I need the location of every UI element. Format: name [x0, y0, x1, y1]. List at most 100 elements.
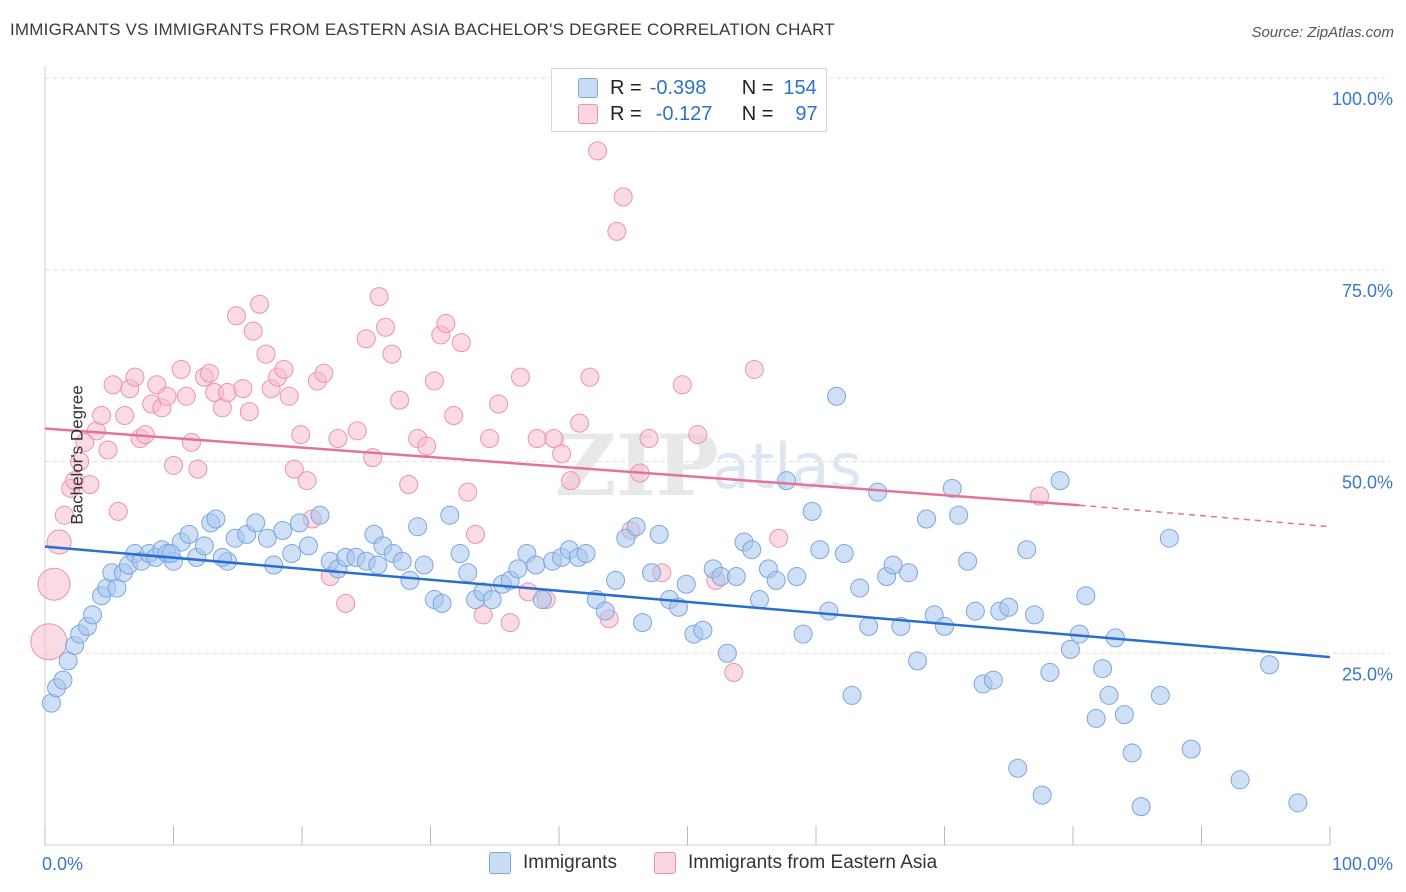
point-immigrants: [576, 544, 596, 564]
point-immigrants: [1086, 708, 1106, 728]
point-immigrants: [482, 590, 502, 610]
point-immigrants: [676, 574, 696, 594]
point-immigrants: [1230, 770, 1250, 790]
legend-row-eastern-asia: R = -0.127 N = 97: [578, 102, 818, 126]
point-eastern-asia: [473, 605, 493, 625]
point-immigrants: [298, 536, 318, 556]
point-eastern-asia: [451, 333, 471, 353]
point-immigrants: [432, 593, 452, 613]
point-immigrants: [450, 544, 470, 564]
point-immigrants: [246, 513, 266, 533]
point-immigrants: [1288, 793, 1308, 813]
x-tick-label: 100.0%: [1332, 854, 1393, 874]
point-eastern-asia: [724, 662, 744, 682]
point-immigrants: [532, 590, 552, 610]
point-eastern-asia: [291, 425, 311, 445]
point-eastern-asia: [239, 402, 259, 422]
point-eastern-asia: [80, 475, 100, 495]
point-immigrants: [942, 478, 962, 498]
point-immigrants: [1181, 739, 1201, 759]
point-immigrants: [282, 544, 302, 564]
point-immigrants: [368, 555, 388, 575]
point-eastern-asia: [171, 359, 191, 379]
point-immigrants: [289, 513, 309, 533]
blue-series-points: [41, 386, 1308, 817]
point-immigrants: [935, 616, 954, 636]
watermark-atlas: atlas: [712, 430, 862, 503]
point-immigrants: [787, 567, 807, 587]
point-immigrants: [595, 601, 615, 621]
point-eastern-asia: [580, 367, 600, 387]
y-axis-label: Bachelor's Degree: [67, 385, 87, 525]
point-eastern-asia: [489, 394, 509, 414]
point-eastern-asia: [70, 452, 90, 471]
trendline-immigrants: [44, 545, 1331, 659]
point-immigrants: [179, 524, 199, 544]
point-eastern-asia: [115, 405, 135, 425]
point-immigrants: [408, 517, 428, 537]
legend-r-label: R =: [610, 76, 642, 99]
point-immigrants: [802, 501, 822, 521]
point-immigrants: [257, 528, 277, 548]
point-eastern-asia: [347, 421, 367, 441]
point-immigrants: [1008, 758, 1028, 778]
point-immigrants: [717, 643, 737, 663]
legend-item-immigrants[interactable]: Immigrants: [489, 852, 617, 874]
point-immigrants: [273, 521, 293, 541]
point-eastern-asia: [92, 405, 112, 425]
point-eastern-asia: [314, 363, 334, 383]
legend-n-label: N =: [741, 102, 774, 125]
point-eastern-asia: [458, 482, 478, 502]
point-immigrants: [1040, 662, 1060, 682]
point-immigrants: [899, 563, 919, 583]
point-eastern-asia: [256, 344, 276, 364]
point-immigrants: [883, 555, 903, 575]
point-immigrants: [440, 505, 460, 525]
trendline-eastern-asia-extension: [1079, 504, 1331, 528]
point-immigrants: [1099, 685, 1119, 705]
point-eastern-asia: [613, 187, 633, 207]
point-immigrants: [1114, 705, 1134, 725]
point-immigrants: [1017, 540, 1037, 560]
source-credit: Source: ZipAtlas.com: [1251, 24, 1394, 41]
point-eastern-asia: [639, 428, 659, 448]
point-eastern-asia: [199, 363, 219, 383]
point-immigrants: [1131, 797, 1151, 817]
x-tick-label: 0.0%: [42, 854, 83, 874]
point-immigrants: [83, 605, 103, 625]
point-eastern-asia: [284, 459, 304, 479]
point-immigrants: [834, 544, 854, 564]
point-eastern-asia: [37, 567, 71, 601]
point-eastern-asia: [376, 317, 396, 337]
point-eastern-asia: [672, 375, 692, 395]
legend-r-value: -0.127: [655, 102, 713, 125]
point-immigrants: [999, 597, 1019, 617]
y-tick-label: 25.0%: [1342, 664, 1393, 684]
point-immigrants: [917, 509, 937, 529]
point-immigrants: [310, 505, 330, 525]
point-immigrants: [633, 613, 653, 633]
legend-item-eastern-asia[interactable]: Immigrants from Eastern Asia: [654, 852, 937, 874]
point-immigrants: [626, 517, 646, 537]
point-eastern-asia: [356, 329, 376, 349]
y-tick-label: 100.0%: [1332, 89, 1393, 109]
point-eastern-asia: [561, 471, 581, 491]
point-immigrants: [458, 563, 478, 583]
point-eastern-asia: [188, 459, 208, 479]
point-immigrants: [908, 651, 928, 671]
point-eastern-asia: [181, 432, 201, 452]
trendline-eastern-asia: [44, 427, 1080, 507]
point-eastern-asia: [164, 455, 183, 475]
point-immigrants: [1076, 586, 1096, 606]
point-immigrants: [1260, 655, 1280, 675]
point-immigrants: [649, 524, 669, 544]
point-immigrants: [414, 555, 434, 575]
watermark: ZIPatlas: [555, 416, 862, 515]
point-eastern-asia: [607, 221, 627, 241]
point-eastern-asia: [1030, 486, 1050, 506]
point-immigrants: [400, 570, 420, 590]
point-eastern-asia: [328, 428, 348, 448]
point-eastern-asia: [744, 359, 764, 379]
point-immigrants: [206, 509, 226, 529]
legend-swatch-pink: [654, 852, 676, 874]
